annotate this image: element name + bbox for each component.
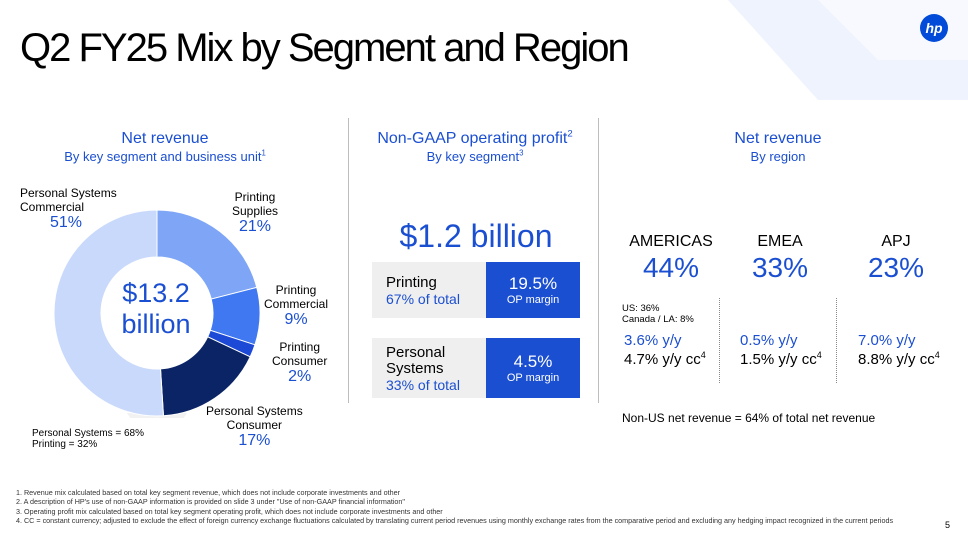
donut-center-total: $13.2 billion [96,278,216,340]
segment-donut-chart [53,209,261,418]
segment-totals-note: Personal Systems = 68% Printing = 32% [32,428,144,450]
corner-decoration [728,0,968,100]
printing-label: Printing [386,274,437,291]
americas-us: US: 36% [622,303,660,314]
right-subheading: By region [750,149,806,164]
ps-label-2: Systems [386,360,444,377]
ps-margin-label: OP margin [506,371,560,384]
region-name-emea: EMEA [757,233,803,250]
divider-left [348,118,349,403]
label-printing-commercial: Printing Commercial 9% [264,283,329,328]
middle-header: Non-GAAP operating profit2 By key segmen… [358,128,592,164]
divider-right [598,118,599,403]
left-heading: Net revenue [121,130,209,147]
americas-breakdown: US: 36% Canada / LA: 8% [622,303,694,325]
center-value-unit: billion [121,309,191,339]
op-profit-total: $1.2 billion [399,218,553,254]
footnote-4: 4. CC = constant currency; adjusted to e… [16,515,894,525]
ps-share: 33% of total [386,377,460,393]
pct-ps-consumer: 17% [238,432,271,449]
middle-subheading: By key segment3 [426,148,524,164]
slice-ps-commercial [53,209,164,417]
center-value: $13.2 [122,278,190,308]
pct-printing-commercial: 9% [284,311,308,328]
hp-logo: hp [920,14,948,42]
ps-share-box: Personal Systems 33% of total [372,338,486,398]
footnote-1: 1. Revenue mix calculated based on total… [16,488,400,497]
printing-margin: 19.5% [508,273,558,293]
printing-margin-label: OP margin [506,293,560,306]
printing-share: 67% of total [386,291,460,307]
footnotes: 1. Revenue mix calculated based on total… [16,488,893,525]
left-subheading: By key segment and business unit1 [64,148,266,164]
pct-printing-consumer: 2% [288,368,312,385]
region-divider-2 [836,298,837,383]
americas-yy: 3.6% y/y [624,332,682,349]
region-pct-emea: 33% [751,252,809,283]
page-title: Q2 FY25 Mix by Segment and Region [20,26,630,70]
ps-margin: 4.5% [513,351,553,371]
region-divider-1 [719,298,720,383]
label-ps-consumer: Personal Systems Consumer 17% [206,404,303,449]
emea-yy: 0.5% y/y [740,332,798,349]
americas-cc: 4.7% y/y cc4 [624,350,706,369]
region-pct-apj: 23% [867,252,925,283]
americas-canada-la: Canada / LA: 8% [622,314,694,325]
middle-heading: Non-GAAP operating profit2 [377,128,573,147]
region-pct-americas: 44% [642,252,700,283]
note-printing: Printing = 32% [32,439,98,450]
printing-share-box: Printing 67% of total [372,262,486,318]
label-printing-consumer: Printing Consumer 2% [272,340,328,385]
footnote-3: 3. Operating profit mix calculated based… [16,506,443,516]
page-number: 5 [944,520,950,530]
pct-printing-supplies: 21% [239,218,272,235]
label-printing-supplies: Printing Supplies 21% [232,190,279,235]
emea-cc: 1.5% y/y cc4 [740,350,822,369]
ps-label-1: Personal [386,344,446,361]
region-name-americas: AMERICAS [629,233,713,250]
left-header: Net revenue By key segment and business … [40,130,290,164]
label-ps-commercial: Personal Systems Commercial 51% [20,186,117,231]
right-header: Net revenue By region [690,130,866,164]
region-name-apj: APJ [881,233,911,250]
right-heading: Net revenue [734,130,822,147]
slice-printing-supplies [156,209,258,300]
non-us-revenue-note: Non-US net revenue = 64% of total net re… [622,411,876,425]
note-personal-systems: Personal Systems = 68% [32,428,144,439]
printing-margin-box: 19.5% OP margin [486,262,580,318]
ps-margin-box: 4.5% OP margin [486,338,580,398]
pct-ps-commercial: 51% [50,214,83,231]
apj-cc: 8.8% y/y cc4 [858,350,940,369]
footnote-2: 2. A description of HP's use of non-GAAP… [16,497,405,507]
apj-yy: 7.0% y/y [858,332,916,349]
